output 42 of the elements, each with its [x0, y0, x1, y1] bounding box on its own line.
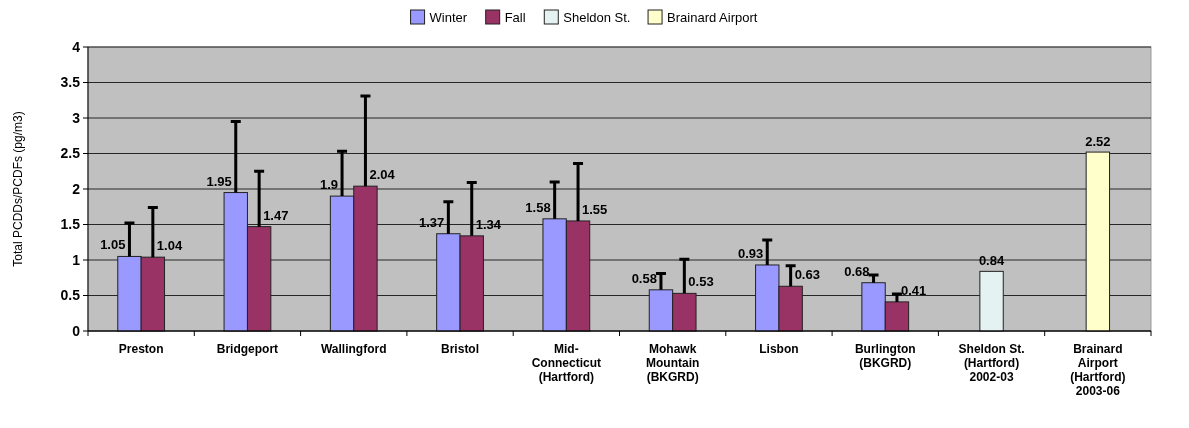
data-label: 1.04 — [156, 238, 183, 254]
y-tick-label: 2 — [72, 180, 81, 197]
data-label: 0.93 — [737, 245, 764, 261]
y-tick-label: 0.5 — [60, 287, 81, 304]
data-label: 0.41 — [900, 282, 927, 298]
data-label: 1.95 — [206, 173, 232, 189]
x-tick-label: Lisbon — [759, 342, 799, 356]
x-tick-label: Sheldon St. (Hartford) 2002-03 — [958, 342, 1025, 384]
legend-label: Brainard Airport — [667, 10, 758, 25]
data-label: 1.55 — [582, 201, 608, 217]
data-label: 2.52 — [1085, 134, 1111, 150]
y-tick-label: 1.5 — [60, 216, 81, 233]
x-tick-label: Wallingford — [320, 342, 387, 356]
y-tick-label: 3.5 — [60, 74, 81, 91]
bar — [1085, 151, 1111, 332]
data-label: 0.53 — [688, 274, 714, 290]
data-label: 0.84 — [978, 253, 1005, 269]
x-tick-label: Bristol — [441, 342, 480, 356]
y-tick-label: 2.5 — [60, 145, 81, 162]
legend-label: Sheldon St. — [563, 10, 631, 25]
y-axis-title: Total PCDDs/PCDFs (pg/m3) — [11, 111, 25, 267]
x-tick-label: Bridgeport — [216, 342, 279, 356]
y-tick-label: 0 — [72, 322, 81, 339]
x-tick-label: Preston — [118, 342, 164, 356]
data-label: 0.58 — [631, 270, 657, 286]
x-tick-label: Mid-Connecticut (Hartford) — [531, 342, 602, 384]
y-tick-label: 1 — [72, 251, 81, 268]
data-label: 0.63 — [794, 267, 820, 283]
bar — [979, 270, 1004, 332]
x-tick-label: Burlington (BKGRD) — [854, 342, 916, 370]
legend-label: Fall — [504, 10, 526, 25]
data-label: 1.05 — [100, 237, 126, 253]
x-tick-label: Brainard Airport (Hartford) 2003-06 — [1070, 342, 1126, 398]
legend-label: Winter — [429, 10, 468, 25]
data-label: 1.58 — [525, 199, 551, 215]
data-label: 0.68 — [844, 263, 870, 279]
data-label: 1.9 — [319, 177, 339, 193]
data-label: 1.47 — [263, 207, 289, 223]
data-label: 2.04 — [369, 167, 396, 183]
y-tick-label: 3 — [72, 109, 81, 126]
x-tick-label: Mohawk Mountain (BKGRD) — [645, 342, 700, 384]
y-tick-label: 4 — [72, 38, 81, 55]
